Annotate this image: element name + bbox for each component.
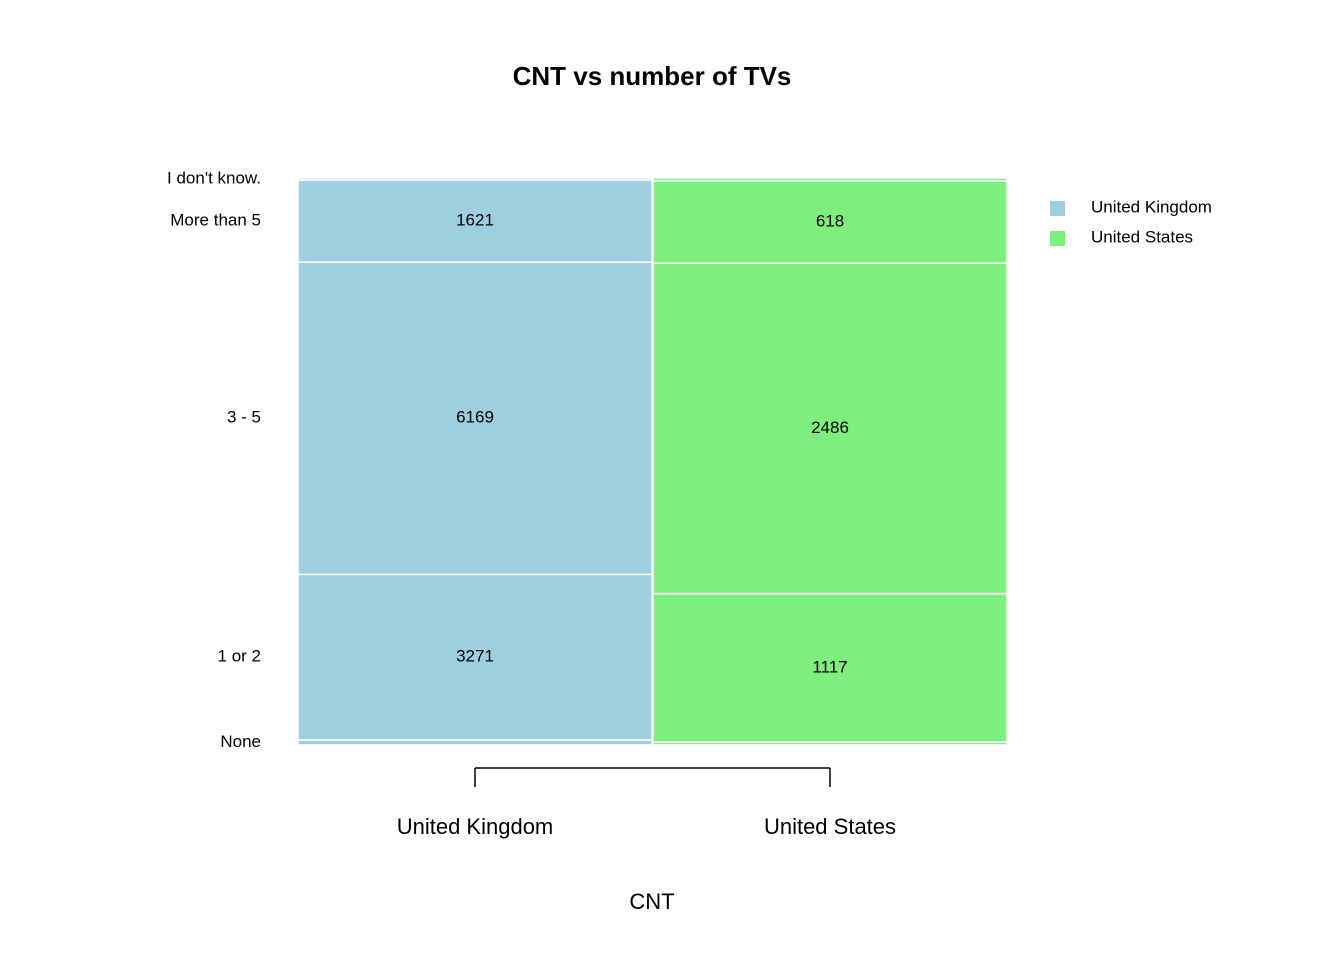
y-tick-label: 3 - 5 [227, 408, 261, 427]
value-label: 6169 [456, 408, 494, 427]
segment [652, 262, 1008, 595]
x-tick-label: United States [764, 814, 896, 839]
value-label: 3271 [456, 647, 494, 666]
y-tick-label: More than 5 [170, 211, 261, 230]
value-label: 618 [816, 211, 844, 230]
segment [297, 573, 653, 741]
x-tick-label: United Kingdom [397, 814, 554, 839]
segment [297, 739, 653, 746]
x-axis-label: CNT [629, 889, 674, 914]
value-label: 1117 [812, 657, 847, 676]
segment [652, 592, 1008, 743]
legend-label: United Kingdom [1091, 197, 1212, 216]
segment [297, 177, 653, 181]
legend-swatch [1050, 231, 1065, 246]
y-tick-label: I don't know. [167, 168, 261, 187]
chart-title: CNT vs number of TVs [513, 61, 792, 91]
legend-swatch [1050, 201, 1065, 216]
segment [297, 261, 653, 576]
y-tick-label: 1 or 2 [218, 647, 261, 666]
segment [652, 180, 1008, 264]
value-label: 2486 [811, 418, 849, 437]
legend-label: United States [1091, 227, 1193, 246]
value-label: 1621 [456, 211, 494, 230]
y-tick-label: None [220, 732, 261, 751]
segment [652, 177, 1008, 182]
